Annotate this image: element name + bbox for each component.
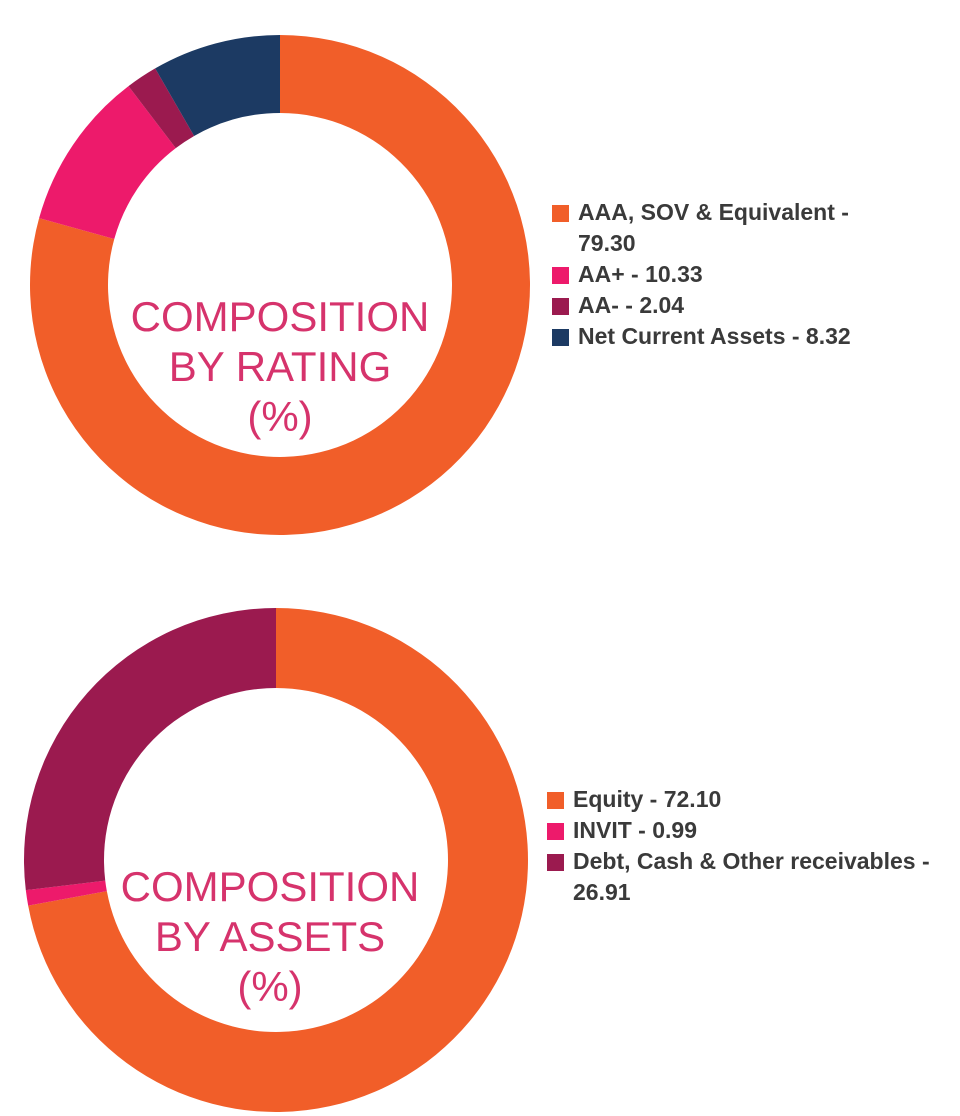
donut-slice-1 (30, 35, 531, 535)
legend-item: Net Current Assets - 8.32 (552, 321, 882, 352)
legend-label: AAA, SOV & Equivalent - 79.30 (578, 199, 849, 256)
legend-swatch (552, 329, 569, 346)
assets-title-line-2: BY ASSETS (154, 913, 386, 960)
rating-legend: AAA, SOV & Equivalent - 79.30 AA+ - 10.3… (552, 197, 882, 352)
legend-swatch (552, 267, 569, 284)
legend-item: AA- - 2.04 (552, 290, 882, 321)
donut-slice-4 (155, 35, 280, 136)
legend-label: Equity - 72.10 (573, 786, 722, 812)
legend-label: Debt, Cash & Other receivables - 26.91 (573, 848, 930, 905)
assets-center-title: COMPOSITION BY ASSETS (%) (90, 862, 450, 1012)
rating-title-line-2: BY RATING (168, 343, 392, 390)
legend-swatch (547, 823, 564, 840)
rating-title-line-3: (%) (247, 393, 313, 440)
rating-chart: COMPOSITION BY RATING (%) AAA, SOV & Equ… (30, 35, 882, 535)
donut-slice-2 (39, 86, 176, 240)
legend-swatch (552, 205, 569, 222)
donut-slice-3 (23, 608, 276, 891)
legend-label: AA- - 2.04 (578, 292, 685, 318)
legend-item: AAA, SOV & Equivalent - 79.30 (552, 197, 882, 259)
donut-slice-2 (25, 880, 107, 906)
assets-chart: COMPOSITION BY ASSETS (%) Equity - 72.10… (0, 560, 960, 1116)
assets-title-line-1: COMPOSITION (120, 863, 420, 910)
legend-label: Net Current Assets - 8.32 (578, 323, 851, 349)
legend-item: Debt, Cash & Other receivables - 26.91 (547, 846, 942, 908)
donut-slice-1 (28, 608, 528, 1112)
legend-swatch (552, 298, 569, 315)
assets-donut (23, 608, 528, 1112)
assets-title-line-3: (%) (237, 963, 303, 1010)
assets-legend: Equity - 72.10 INVIT - 0.99 Debt, Cash &… (547, 784, 942, 908)
legend-item: AA+ - 10.33 (552, 259, 882, 290)
legend-item: Equity - 72.10 (547, 784, 942, 815)
legend-swatch (547, 854, 564, 871)
rating-title-line-1: COMPOSITION (130, 293, 430, 340)
rating-center-title: COMPOSITION BY RATING (%) (100, 292, 460, 442)
legend-label: INVIT - 0.99 (573, 817, 697, 843)
legend-swatch (547, 792, 564, 809)
donut-slice-3 (128, 68, 195, 149)
legend-item: INVIT - 0.99 (547, 815, 942, 846)
rating-donut (30, 35, 531, 535)
legend-label: AA+ - 10.33 (578, 261, 703, 287)
